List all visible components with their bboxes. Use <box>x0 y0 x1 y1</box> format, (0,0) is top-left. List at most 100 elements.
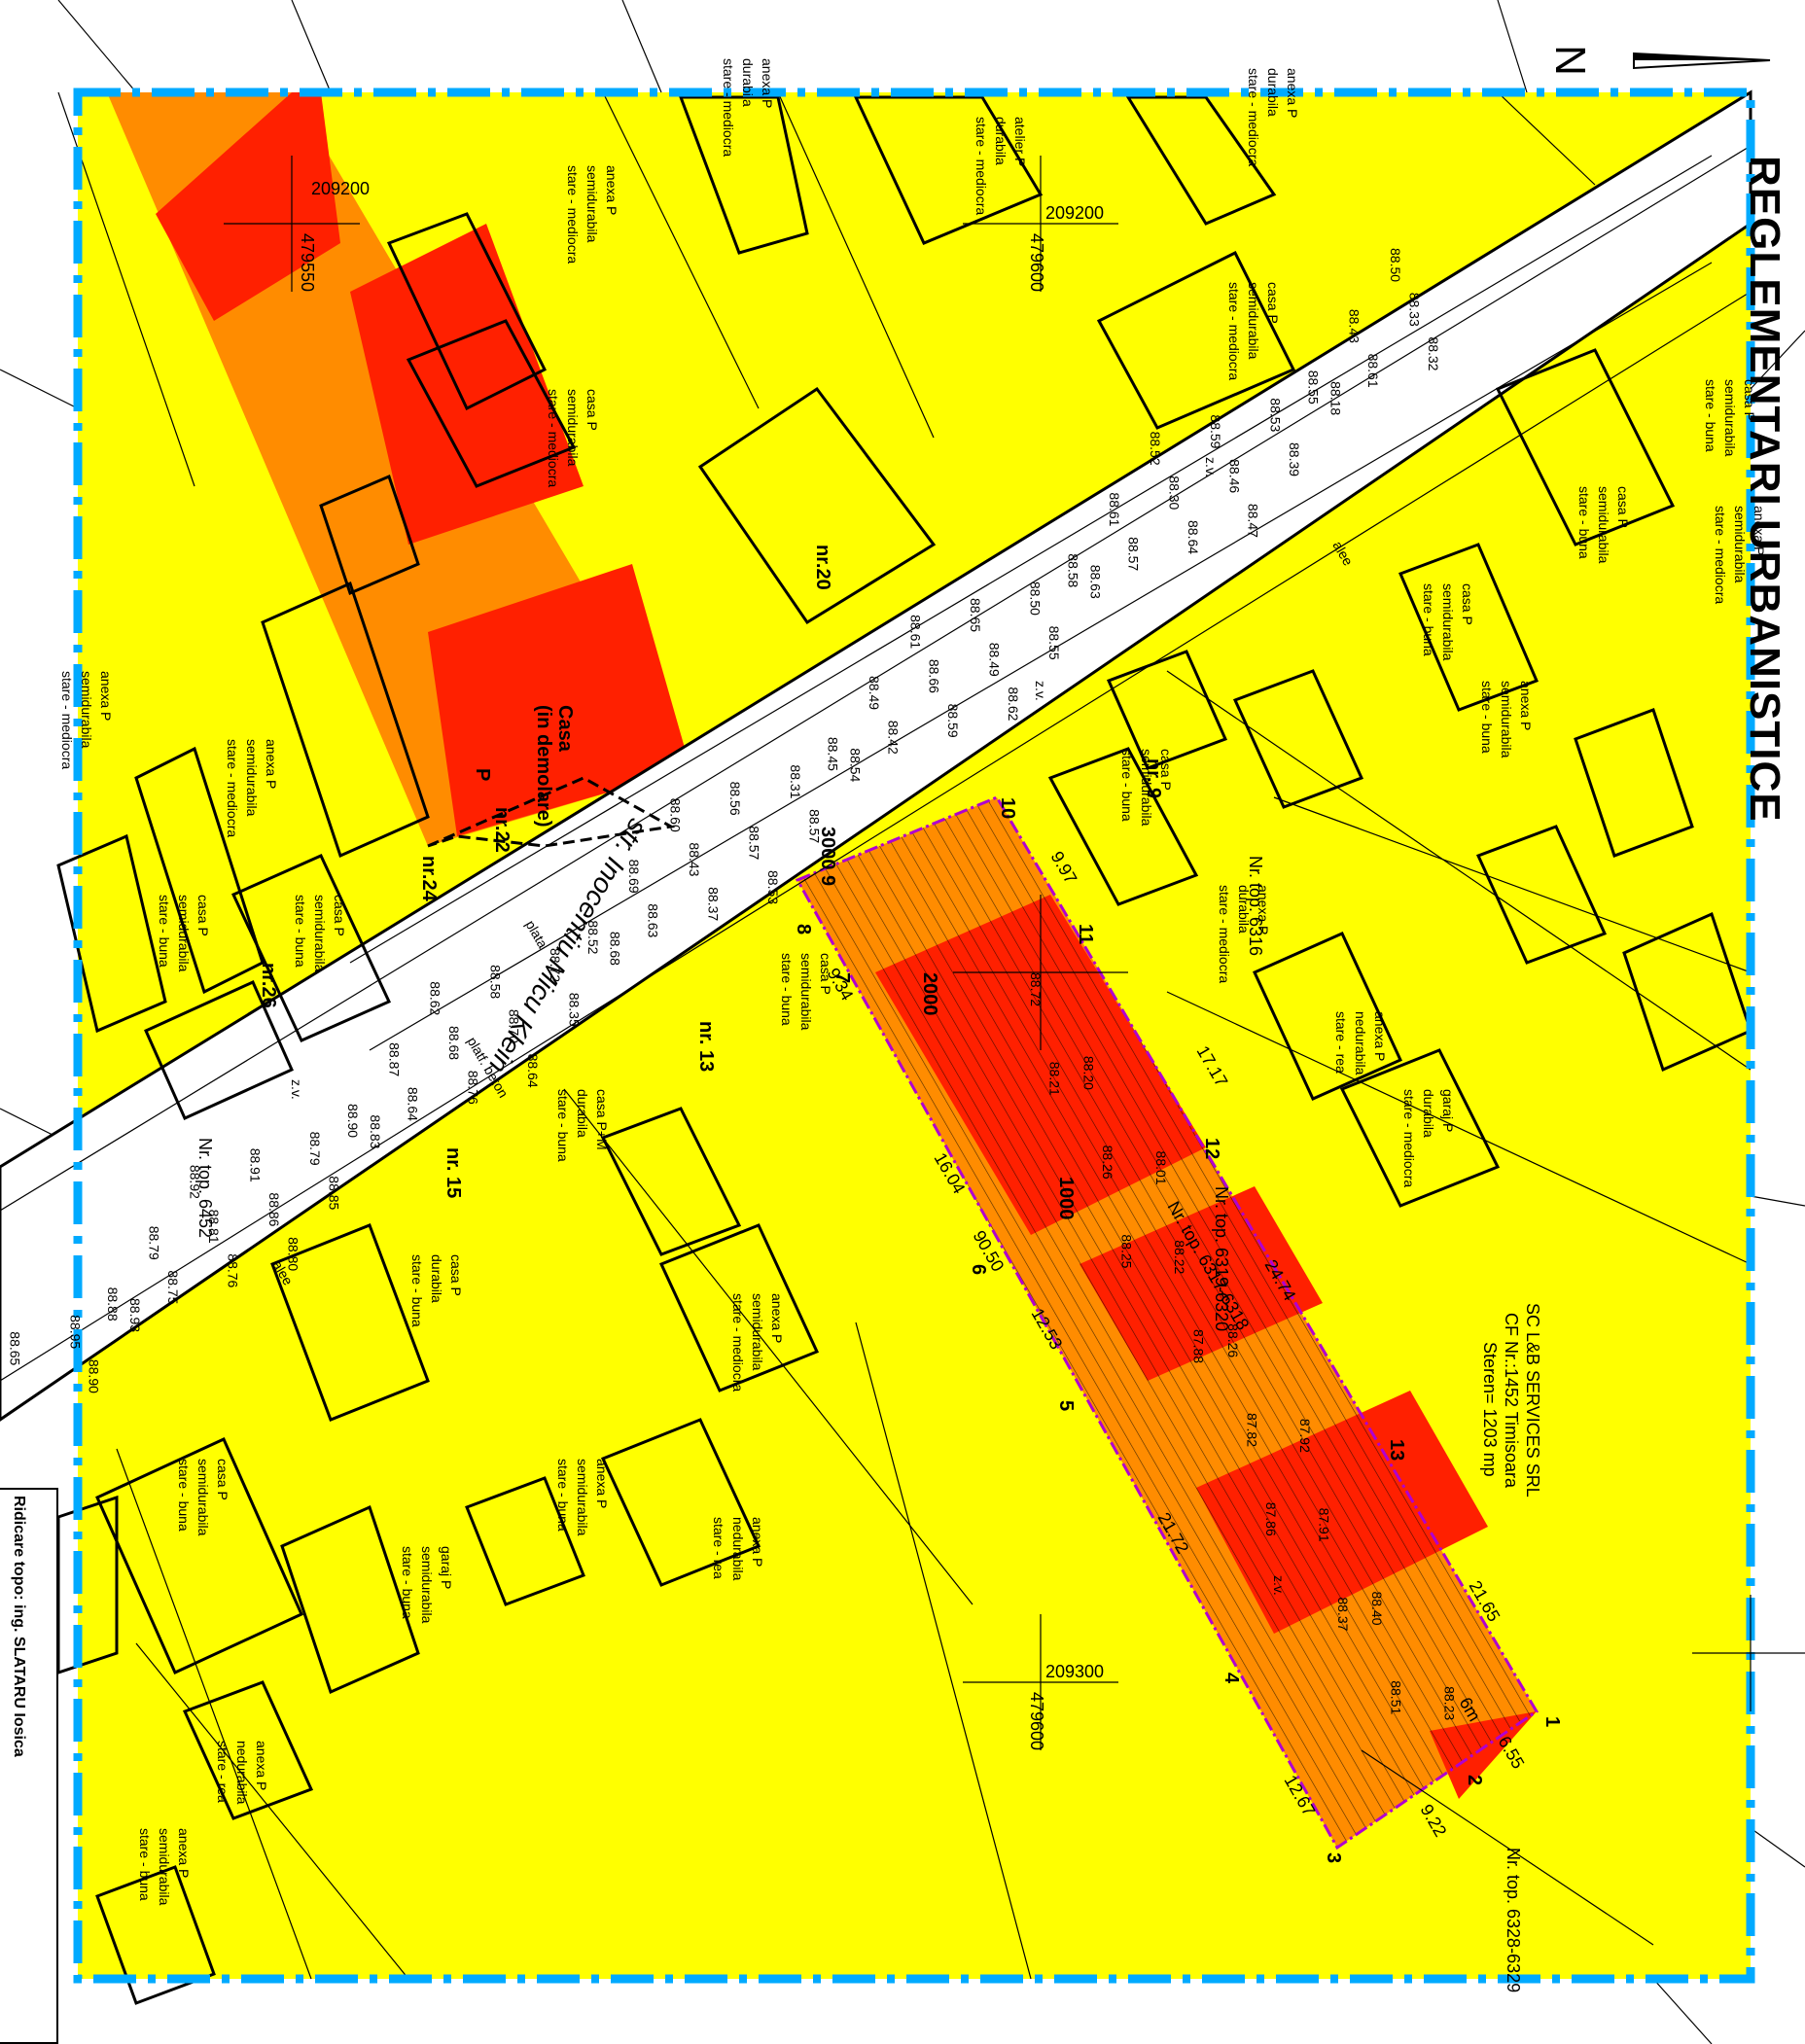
buildings <box>56 95 1752 2005</box>
vertex-label: 6 <box>968 1264 989 1275</box>
elevation-label: 88.63 <box>1087 565 1103 599</box>
elevation-label: 88.81 <box>206 1210 222 1244</box>
building-label-line1: casa P <box>1742 379 1757 421</box>
elevation-label: 88.76 <box>465 1071 480 1105</box>
elevation-label: 88.64 <box>1186 520 1201 554</box>
building-label-line2: semidurabila <box>1440 583 1456 661</box>
elevation-label: 88.85 <box>327 1176 342 1210</box>
elevation-label: 88.64 <box>406 1087 421 1121</box>
building-label-line2: durabila <box>740 58 756 107</box>
building-label-line3: stare - mediocra <box>1226 282 1242 380</box>
elevation-label: 88.58 <box>1066 553 1081 587</box>
elevation-label: 88.58 <box>487 965 503 999</box>
elevation-label: 88.86 <box>266 1192 282 1226</box>
building-label-line3: stare - buna <box>400 1546 415 1619</box>
building-label-line2: semidurabila <box>1499 681 1514 758</box>
elevation-label: 88.25 <box>1119 1234 1135 1268</box>
building-label-line3: stare - mediocra <box>565 165 581 264</box>
elevation-label: 88.35 <box>566 993 582 1027</box>
building-label-line3: stare - mediocra <box>730 1293 746 1392</box>
building-label-line3: stare - mediocra <box>546 389 561 487</box>
demolition-line1: Casa <box>554 705 576 753</box>
elevation-label: 88.83 <box>368 1114 383 1148</box>
building-label-line1: casa P <box>584 389 600 431</box>
elevation-label: 88.80 <box>285 1237 301 1271</box>
building-label-line3: stare - buna <box>1576 486 1592 559</box>
parcel-6316: Nr. top. 6316 <box>1246 856 1265 956</box>
building-label-line2: semidurabila <box>244 739 260 817</box>
parcel-boundary <box>795 795 1540 1850</box>
elevation-label: 88.33 <box>1406 293 1422 327</box>
house-nr-20: nr.20 <box>812 545 833 590</box>
vertex-label: 8 <box>793 924 814 934</box>
building-label-line3: stare - buna <box>157 895 172 968</box>
building-label-line1: anexa P <box>1372 1011 1388 1061</box>
elevation-label: 88.21 <box>1046 1062 1062 1096</box>
elevation-labels: 88.5088.3388.3288.1888.4388.6188.5388.39… <box>8 248 1458 1720</box>
building-label-line2: durabila <box>1421 1089 1436 1138</box>
house-nr-13: nr. 13 <box>695 1021 717 1072</box>
building-label-line1: anexa P <box>1518 681 1534 730</box>
parcel-6328: Nr. top. 6328-6329 <box>1504 1848 1523 1992</box>
building-label-line3: stare - mediocra <box>225 739 240 837</box>
elevation-label: 88.91 <box>247 1148 263 1182</box>
building-label-line3: stare - buna <box>1479 681 1495 754</box>
owner-info: SC L&B SERVICES SRL CF Nr.:1452 Timisoar… <box>1480 1303 1542 1498</box>
elevation-label: 88.53 <box>1268 398 1284 432</box>
building-label-line1: anexa P <box>98 671 114 721</box>
elevation-label: 88.66 <box>927 659 942 693</box>
building-label-line2: durabila <box>575 1089 590 1138</box>
building-label-line1: anexa P <box>769 1293 785 1343</box>
zone-red-band-1 <box>156 92 340 321</box>
elevation-label: 88.55 <box>1046 626 1062 660</box>
label-zv-2: z.v. <box>1033 681 1048 701</box>
elevation-label: 88.79 <box>307 1132 323 1166</box>
grid-x-3: 209300 <box>1045 1662 1104 1681</box>
building-label-line3: stare - buna <box>1119 749 1135 822</box>
demolition-line2: (in demolare) <box>533 705 554 828</box>
building-label-line1: casa P+M <box>594 1089 610 1150</box>
building-label-line1: anexa P <box>176 1828 192 1878</box>
building-label-line1: casa P <box>448 1254 464 1296</box>
building-label-line2: nedurabila <box>234 1741 250 1805</box>
elevation-label: 87.86 <box>1263 1502 1279 1536</box>
elevation-label: 88.62 <box>428 981 443 1015</box>
elevation-label: 88.68 <box>446 1026 462 1060</box>
zone-red-band-3 <box>428 564 690 836</box>
parcel-6319: Nr. top. 6319-6320 <box>1212 1186 1231 1331</box>
elevation-label: 88.42 <box>885 721 901 755</box>
building-label-line3: stare - rea <box>711 1517 726 1579</box>
building-label-line1: casa P <box>195 895 211 936</box>
elevation-label: 88.65 <box>968 598 983 632</box>
elevation-label: 88.52 <box>585 920 601 954</box>
house-numbers: nr. 9 nr. 13 nr. 15 nr.20 nr.22 nr.24 nr… <box>258 545 1164 1198</box>
elevation-label: 88.49 <box>986 643 1002 677</box>
elevation-label: 88.45 <box>826 737 841 771</box>
north-arrow: N <box>1546 45 1771 76</box>
ring-3000: 3000 <box>817 827 838 870</box>
elevation-label: 88.64 <box>525 1054 541 1088</box>
house-nr-15: nr. 15 <box>442 1147 464 1198</box>
building-label-line3: stare - mediocra <box>721 58 736 157</box>
building-label-line3: stare - mediocra <box>1246 68 1261 166</box>
building-label-line3: stare - buna <box>1703 379 1718 452</box>
building-label-line3: stare - buna <box>779 953 795 1026</box>
elevation-label: 88.50 <box>1028 581 1044 616</box>
elevation-label: 88.76 <box>226 1253 241 1287</box>
elevation-label: 88.72 <box>1028 972 1044 1006</box>
elevation-label: 88.31 <box>788 764 803 798</box>
vertex-label: 1 <box>1541 1716 1563 1727</box>
elevation-label: 88.63 <box>646 903 661 937</box>
vertex-label: 5 <box>1055 1400 1077 1411</box>
building-label-line1: anexa P <box>1285 68 1300 118</box>
elevation-label: 88.87 <box>386 1042 402 1076</box>
label-zv-4: z.v. <box>1271 1575 1287 1596</box>
label-zv-3: z.v. <box>289 1079 304 1100</box>
building-label-line1: casa P <box>332 895 347 936</box>
building-label-line1: atelier P <box>1012 117 1028 166</box>
elevation-label: 88.50 <box>1388 248 1403 282</box>
elevation-label: 88.59 <box>1208 414 1223 448</box>
elevation-label: 87.82 <box>1244 1413 1259 1447</box>
